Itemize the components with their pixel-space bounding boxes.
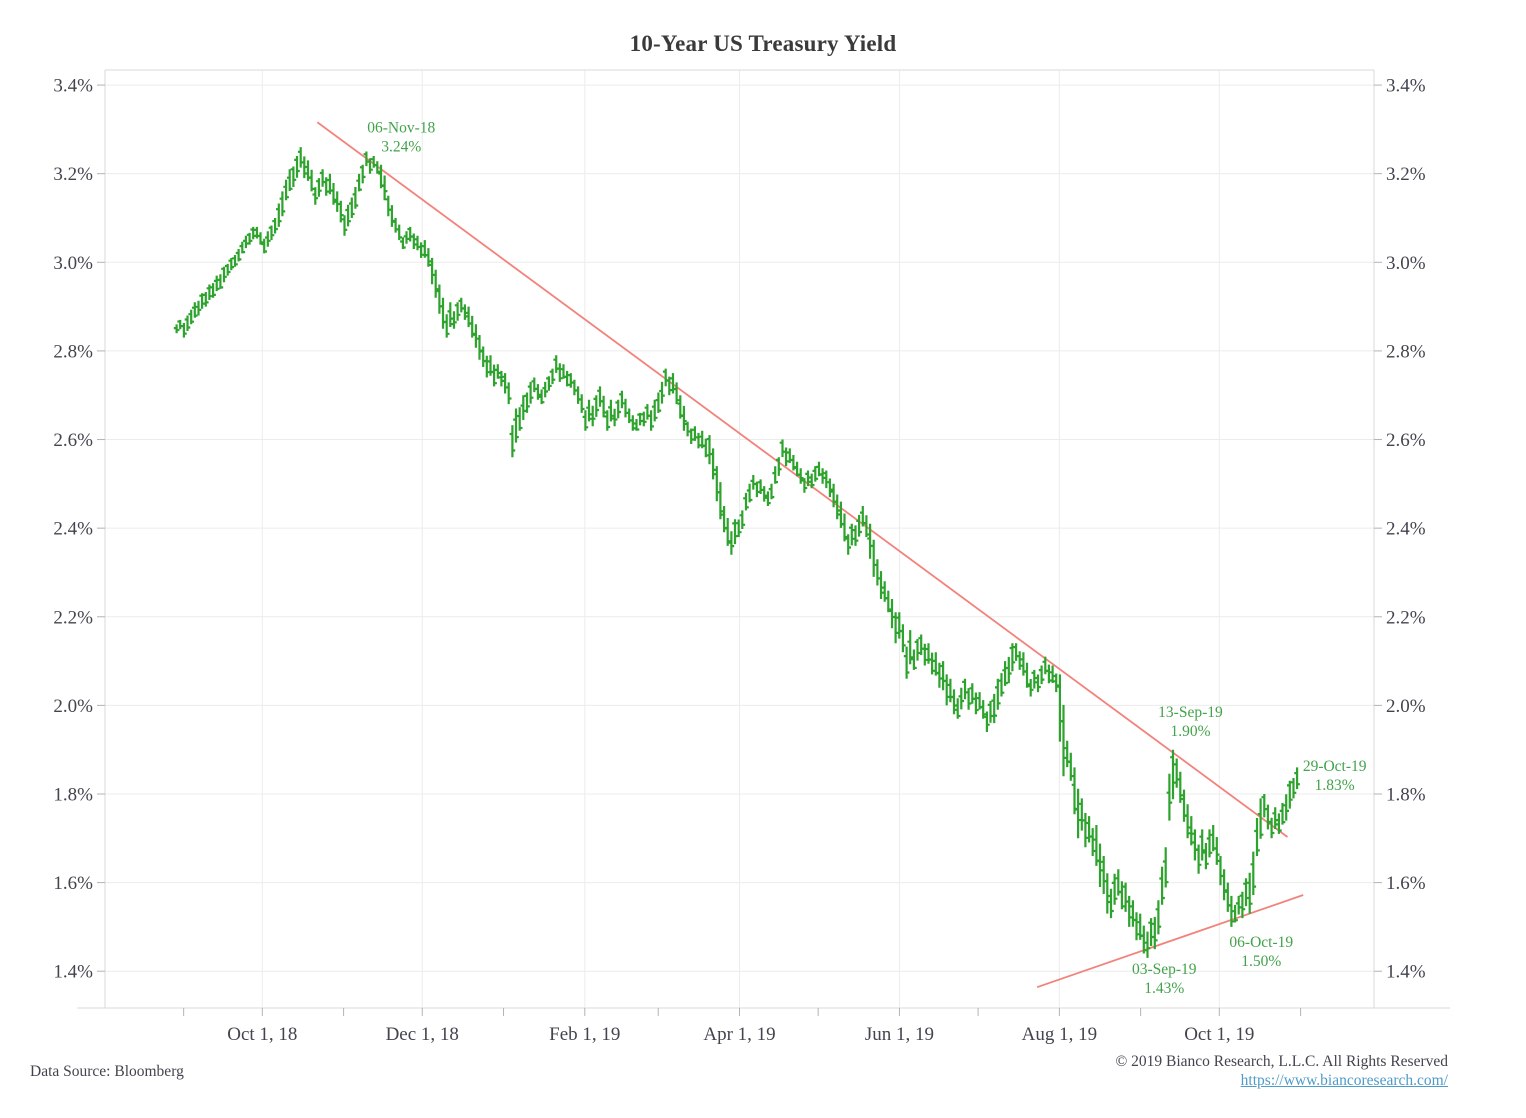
y-tick-label: 1.8% bbox=[53, 784, 93, 805]
data-source-label: Data Source: Bloomberg bbox=[30, 1063, 184, 1080]
y-tick-label: 3.2% bbox=[1386, 164, 1426, 185]
y-tick-label: 2.0% bbox=[53, 696, 93, 717]
y-tick-label: 2.6% bbox=[53, 430, 93, 451]
y-tick-label: 3.0% bbox=[1386, 253, 1426, 274]
yield-bars-path bbox=[173, 147, 1300, 958]
y-tick-label: 3.0% bbox=[53, 253, 93, 274]
y-tick-label: 2.2% bbox=[53, 607, 93, 628]
y-tick-label: 2.4% bbox=[1386, 519, 1426, 540]
y-tick-label: 2.6% bbox=[1386, 430, 1426, 451]
chart-title: 10-Year US Treasury Yield bbox=[629, 31, 897, 56]
x-tick-label: Oct 1, 18 bbox=[227, 1024, 297, 1045]
x-axis: Oct 1, 18 Dec 1, 18 Feb 1, 19 Apr 1, 19 Jun … bbox=[183, 1008, 1302, 1045]
annotation-06-Nov-18: 06-Nov-18 3.24% bbox=[367, 119, 435, 155]
annotation-13-Sep-19: 13-Sep-19 1.90% bbox=[1158, 704, 1223, 740]
x-tick-label: Aug 1, 19 bbox=[1022, 1024, 1097, 1045]
y-axis-right: 3.4% 3.2% 3.0% 2.8% 2.6% 2.4% 2.2% 2.0% 1.8% 1.6%… bbox=[1374, 76, 1426, 983]
annotation-29-Oct-19: 29-Oct-19 1.83% bbox=[1303, 758, 1367, 794]
annotations: 06-Nov-18 3.24% 13-Sep-19 1.90% 29-Oct-19 1.8… bbox=[367, 119, 1367, 997]
y-tick-label: 1.8% bbox=[1386, 784, 1426, 805]
x-tick-label: Oct 1, 19 bbox=[1184, 1024, 1254, 1045]
y-tick-label: 2.8% bbox=[53, 341, 93, 362]
x-tick-label: Dec 1, 18 bbox=[386, 1024, 459, 1045]
y-tick-label: 2.4% bbox=[53, 519, 93, 540]
footer-right: © 2019 Bianco Research, L.L.C. All Right… bbox=[1116, 1052, 1449, 1090]
y-tick-label: 2.8% bbox=[1386, 341, 1426, 362]
x-tick-label: Feb 1, 19 bbox=[549, 1024, 620, 1045]
gridlines bbox=[105, 70, 1374, 1008]
x-tick-label: Apr 1, 19 bbox=[703, 1024, 775, 1045]
y-tick-label: 2.2% bbox=[1386, 607, 1426, 628]
plot-border bbox=[77, 69, 1450, 1009]
y-axis-left: 3.4% 3.2% 3.0% 2.8% 2.6% 2.4% 2.2% 2.0% 1.8% 1.6%… bbox=[53, 76, 105, 983]
y-tick-label: 3.4% bbox=[1386, 76, 1426, 97]
y-tick-label: 2.0% bbox=[1386, 696, 1426, 717]
annotation-06-Oct-19: 06-Oct-19 1.50% bbox=[1229, 934, 1293, 970]
y-tick-label: 1.4% bbox=[53, 962, 93, 983]
annotation-03-Sep-19: 03-Sep-19 1.43% bbox=[1132, 961, 1197, 997]
copyright-notice: © 2019 Bianco Research, L.L.C. All Right… bbox=[1115, 1053, 1449, 1070]
uptrend-support bbox=[1036, 894, 1304, 989]
y-tick-label: 1.4% bbox=[1386, 962, 1426, 983]
price-bars bbox=[173, 147, 1300, 958]
biancoresearch-link[interactable]: https://www.biancoresearch.com/ bbox=[1240, 1072, 1448, 1089]
x-tick-label: Jun 1, 19 bbox=[865, 1024, 934, 1045]
y-tick-label: 1.6% bbox=[1386, 873, 1426, 894]
trendlines bbox=[316, 121, 1304, 989]
y-tick-label: 3.4% bbox=[53, 76, 93, 97]
y-tick-label: 1.6% bbox=[53, 873, 93, 894]
y-tick-label: 3.2% bbox=[53, 164, 93, 185]
